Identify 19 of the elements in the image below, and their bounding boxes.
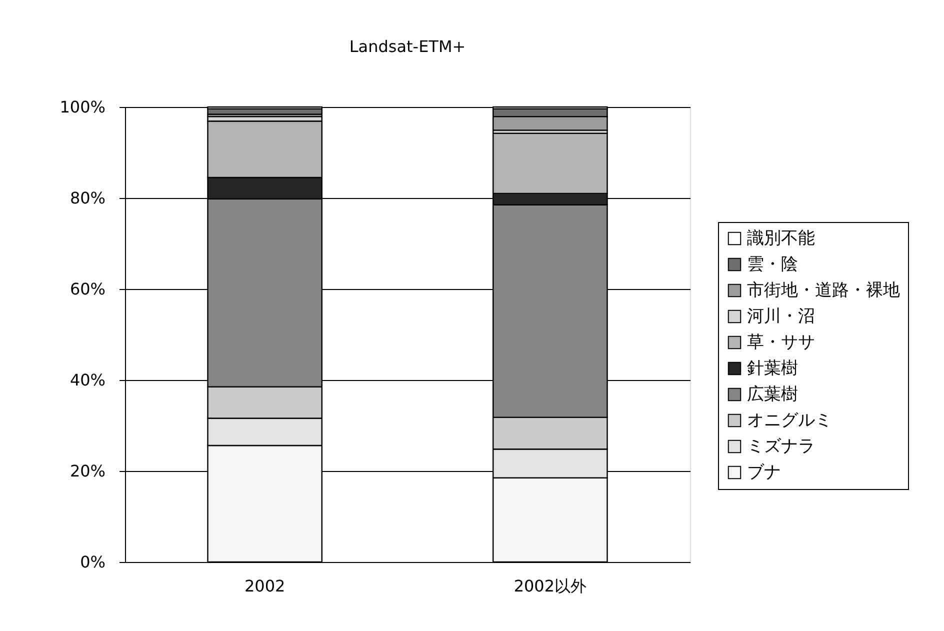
- legend-label: 広葉樹: [747, 384, 798, 404]
- x-tick-label: 2002以外: [514, 576, 587, 596]
- y-tick-label: 0%: [80, 552, 106, 572]
- y-tick-label: 80%: [70, 188, 106, 208]
- legend-label: 草・ササ: [747, 332, 815, 352]
- y-tick-label: 40%: [70, 370, 106, 390]
- y-tick-label: 60%: [70, 280, 106, 298]
- x-tick-label: 2002: [244, 576, 286, 596]
- legend-label: 河川・沼: [747, 306, 815, 326]
- legend-label: 針葉樹: [747, 358, 798, 378]
- legend-label: ブナ: [747, 462, 781, 482]
- chart-title: Landsat-ETM+: [349, 37, 466, 56]
- legend-label: 市街地・道路・裸地: [747, 280, 900, 300]
- legend-label: 雲・陰: [747, 254, 798, 274]
- legend-label: 識別不能: [747, 228, 815, 248]
- y-tick-label: 100%: [60, 98, 106, 116]
- legend-label: オニグルミ: [747, 410, 832, 430]
- legend-label: ミズナラ: [747, 436, 815, 456]
- y-tick-label: 20%: [70, 462, 106, 480]
